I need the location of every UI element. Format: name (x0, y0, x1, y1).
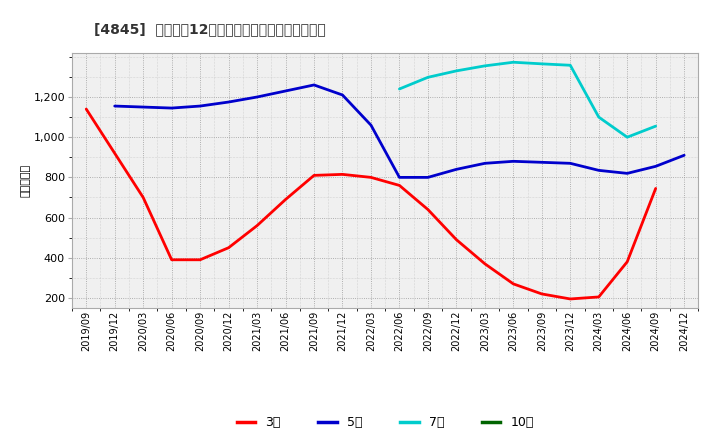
5年 (253, 94, 261, 99)
5年 (595, 168, 603, 173)
5年 (566, 161, 575, 166)
Legend: 3年, 5年, 7年, 10年: 3年, 5年, 7年, 10年 (232, 411, 539, 434)
3年 (196, 257, 204, 262)
7年 (595, 114, 603, 120)
3年 (480, 261, 489, 267)
3年 (623, 259, 631, 264)
5年 (225, 99, 233, 105)
3年 (225, 245, 233, 250)
7年 (623, 135, 631, 140)
5年 (167, 106, 176, 111)
3年 (338, 172, 347, 177)
Text: [4845]  経常利益12か月移動合計の標準偏差の推移: [4845] 経常利益12か月移動合計の標準偏差の推移 (94, 22, 325, 36)
5年 (652, 164, 660, 169)
5年 (395, 175, 404, 180)
7年 (652, 124, 660, 129)
3年 (82, 106, 91, 112)
Y-axis label: （百万円）: （百万円） (21, 164, 31, 197)
7年 (480, 63, 489, 69)
3年 (253, 223, 261, 228)
5年 (480, 161, 489, 166)
7年 (537, 61, 546, 66)
5年 (537, 160, 546, 165)
5年 (680, 153, 688, 158)
5年 (452, 167, 461, 172)
3年 (595, 294, 603, 300)
3年 (139, 195, 148, 200)
7年 (452, 68, 461, 73)
3年 (423, 207, 432, 212)
Line: 5年: 5年 (114, 85, 684, 177)
3年 (282, 197, 290, 202)
7年 (566, 62, 575, 68)
3年 (310, 173, 318, 178)
3年 (110, 150, 119, 156)
Line: 7年: 7年 (400, 62, 656, 137)
5年 (338, 92, 347, 98)
3年 (395, 183, 404, 188)
3年 (652, 186, 660, 191)
5年 (139, 104, 148, 110)
5年 (366, 122, 375, 128)
5年 (196, 103, 204, 109)
3年 (509, 281, 518, 286)
7年 (509, 59, 518, 65)
5年 (310, 82, 318, 88)
5年 (623, 171, 631, 176)
5年 (110, 103, 119, 109)
3年 (566, 296, 575, 301)
3年 (167, 257, 176, 262)
3年 (537, 291, 546, 297)
5年 (282, 88, 290, 94)
3年 (452, 237, 461, 242)
5年 (509, 159, 518, 164)
5年 (423, 175, 432, 180)
7年 (423, 75, 432, 80)
Line: 3年: 3年 (86, 109, 656, 299)
3年 (366, 175, 375, 180)
7年 (395, 86, 404, 92)
